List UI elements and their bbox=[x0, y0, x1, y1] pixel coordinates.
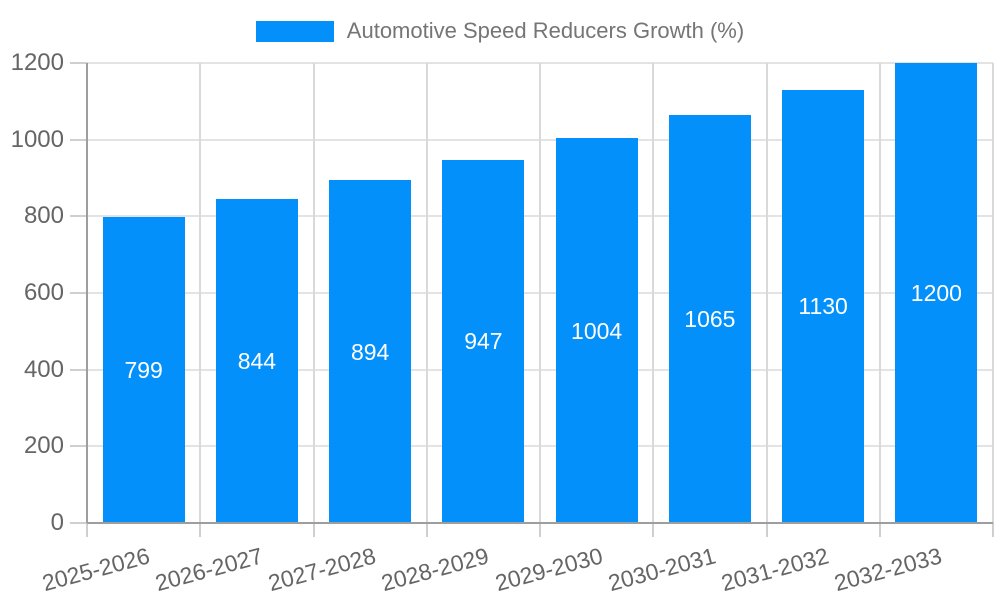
x-gridline bbox=[765, 63, 768, 523]
plot-area: 799 844 894 947 1004 1065 1130 1200 bbox=[87, 62, 994, 523]
bar-value-label: 1200 bbox=[910, 280, 962, 306]
y-tick bbox=[70, 62, 87, 64]
x-tick bbox=[992, 523, 994, 537]
bar[interactable]: 947 bbox=[442, 159, 525, 523]
x-tick bbox=[878, 523, 881, 537]
bar[interactable]: 1130 bbox=[782, 89, 865, 523]
x-tick bbox=[312, 523, 315, 537]
y-tick-label: 200 bbox=[23, 432, 64, 460]
bar-value-label: 894 bbox=[350, 338, 390, 365]
x-gridline bbox=[992, 63, 994, 523]
y-tick bbox=[70, 292, 87, 294]
legend-swatch bbox=[255, 20, 334, 42]
y-tick-label: 400 bbox=[23, 355, 64, 383]
y-tick-label: 800 bbox=[23, 202, 64, 230]
x-axis-line bbox=[87, 522, 993, 524]
x-gridline bbox=[878, 63, 881, 523]
y-tick-label: 1200 bbox=[10, 49, 64, 76]
x-tick bbox=[765, 523, 768, 537]
x-gridline bbox=[425, 63, 428, 523]
x-gridline bbox=[199, 63, 202, 523]
x-tick bbox=[425, 523, 428, 537]
y-tick bbox=[70, 522, 87, 524]
y-tick bbox=[70, 138, 87, 141]
y-tick bbox=[70, 215, 87, 218]
y-axis-line bbox=[86, 63, 88, 523]
bar-value-label: 1130 bbox=[798, 293, 848, 320]
x-tick bbox=[86, 523, 88, 537]
x-gridline bbox=[539, 63, 541, 523]
bar-value-label: 947 bbox=[464, 328, 503, 355]
bar-value-label: 1065 bbox=[684, 305, 736, 332]
bar-value-label: 799 bbox=[124, 356, 163, 383]
x-tick bbox=[539, 523, 541, 537]
bar[interactable]: 1200 bbox=[895, 63, 978, 523]
y-tick bbox=[70, 445, 87, 448]
x-gridline bbox=[312, 63, 315, 523]
x-tick bbox=[199, 523, 202, 537]
y-tick-label: 1000 bbox=[10, 125, 64, 153]
y-tick-label: 600 bbox=[23, 279, 64, 306]
bar-value-label: 844 bbox=[237, 348, 277, 375]
bar[interactable]: 1065 bbox=[668, 114, 751, 523]
bar-value-label: 1004 bbox=[571, 317, 623, 344]
bar[interactable]: 844 bbox=[215, 199, 298, 523]
bar[interactable]: 1004 bbox=[555, 138, 638, 523]
legend-label: Automotive Speed Reducers Growth (%) bbox=[346, 18, 745, 43]
y-tick bbox=[70, 368, 87, 371]
bar[interactable]: 894 bbox=[329, 180, 412, 523]
legend[interactable]: Automotive Speed Reducers Growth (%) bbox=[0, 18, 1000, 44]
y-tick-label: 0 bbox=[50, 509, 64, 536]
x-gridline bbox=[652, 63, 655, 523]
x-tick bbox=[652, 523, 655, 537]
bar[interactable]: 799 bbox=[102, 216, 185, 523]
